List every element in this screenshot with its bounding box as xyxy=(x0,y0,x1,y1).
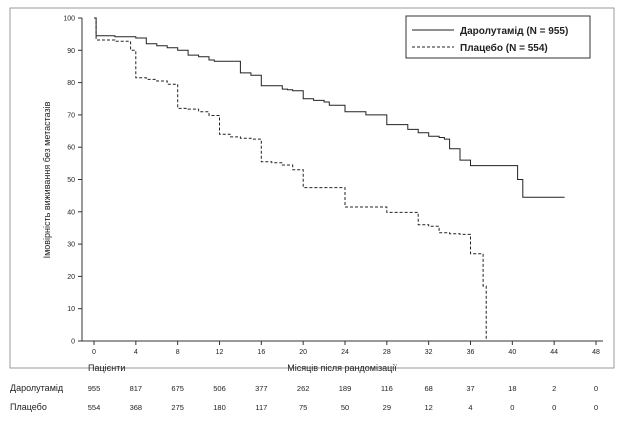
x-tick-label: 4 xyxy=(134,349,138,356)
x-tick-label: 28 xyxy=(383,349,391,356)
legend-box xyxy=(405,15,591,59)
risk-value-cell: 37 xyxy=(466,384,474,393)
risk-value-cell: 189 xyxy=(339,384,352,393)
risk-row-label-darolutamide: Даролутамід xyxy=(10,383,64,393)
series-layer xyxy=(94,17,565,341)
x-tick-label: 40 xyxy=(508,349,516,356)
risk-value-cell: 29 xyxy=(383,403,391,412)
y-tick-label: 60 xyxy=(67,145,75,152)
series-darolutamide-line xyxy=(94,17,565,198)
x-tick-label: 8 xyxy=(176,349,180,356)
x-tick-label: 48 xyxy=(592,349,600,356)
y-tick-label: 100 xyxy=(63,16,75,23)
chart-frame xyxy=(9,7,615,369)
x-tick-label: 12 xyxy=(216,349,224,356)
series-placebo-line xyxy=(94,17,487,341)
y-tick-label: 0 xyxy=(71,339,75,346)
risk-value-cell: 117 xyxy=(255,403,267,412)
risk-value-cell: 275 xyxy=(171,403,184,412)
y-tick-label: 90 xyxy=(67,48,75,55)
risk-value-cell: 377 xyxy=(255,384,268,393)
y-tick-label: 70 xyxy=(67,112,75,119)
risk-value-cell: 506 xyxy=(213,384,226,393)
risk-value-cell: 68 xyxy=(424,384,432,393)
risk-value-cell: 0 xyxy=(594,384,598,393)
y-tick-label: 50 xyxy=(67,177,75,184)
y-axis-title: Імовірність виживання без метастазів xyxy=(42,101,52,258)
x-axis-title: Місяців після рандомізації xyxy=(287,363,397,373)
legend-label-darolutamide: Даролутамід (N = 955) xyxy=(460,26,568,37)
x-tick-label: 16 xyxy=(257,349,265,356)
risk-value-cell: 554 xyxy=(88,403,101,412)
risk-value-cell: 675 xyxy=(171,384,184,393)
risk-value-cell: 4 xyxy=(468,403,472,412)
risk-value-cell: 817 xyxy=(130,384,143,393)
y-tick-label: 80 xyxy=(67,80,75,87)
risk-row-label-placebo: Плацебо xyxy=(10,402,47,412)
legend-label-placebo: Плацебо (N = 554) xyxy=(460,42,548,54)
x-tick-label: 44 xyxy=(550,349,558,356)
x-tick-label: 20 xyxy=(299,349,307,356)
y-tick-label: 10 xyxy=(67,306,75,313)
risk-value-cell: 2 xyxy=(552,384,556,393)
x-tick-label: 36 xyxy=(467,349,475,356)
risk-table-header: Пацієнти xyxy=(88,363,125,373)
risk-value-cell: 368 xyxy=(130,403,143,412)
risk-value-cell: 50 xyxy=(341,403,349,412)
risk-value-cell: 0 xyxy=(594,403,598,412)
y-tick-label: 40 xyxy=(67,209,75,216)
legend: Даролутамід (N = 955) Плацебо (N = 554) xyxy=(405,15,591,59)
risk-table: Даролутамід Плацебо 955 817 675 506 377 262 18… xyxy=(10,383,598,412)
y-axis-ticks: 0 10 20 30 40 50 60 70 80 90 100 xyxy=(63,16,82,346)
risk-value-cell: 12 xyxy=(424,403,432,412)
risk-value-cell: 18 xyxy=(508,384,516,393)
risk-value-cell: 75 xyxy=(299,403,307,412)
y-tick-label: 20 xyxy=(67,274,75,281)
y-tick-label: 30 xyxy=(67,242,75,249)
risk-value-cell: 0 xyxy=(510,403,514,412)
risk-value-cell: 180 xyxy=(213,403,226,412)
risk-value-cell: 116 xyxy=(381,384,393,393)
x-tick-label: 24 xyxy=(341,349,349,356)
x-axis-ticks: 0 4 8 12 16 20 24 28 32 36 40 44 48 xyxy=(92,341,600,356)
x-tick-label: 32 xyxy=(425,349,433,356)
x-tick-label: 0 xyxy=(92,349,96,356)
risk-value-cell: 0 xyxy=(552,403,556,412)
risk-value-cell: 262 xyxy=(297,384,310,393)
risk-values: 955 817 675 506 377 262 189 116 68 37 18 2 0 554 368 27… xyxy=(88,384,598,412)
risk-value-cell: 955 xyxy=(88,384,101,393)
